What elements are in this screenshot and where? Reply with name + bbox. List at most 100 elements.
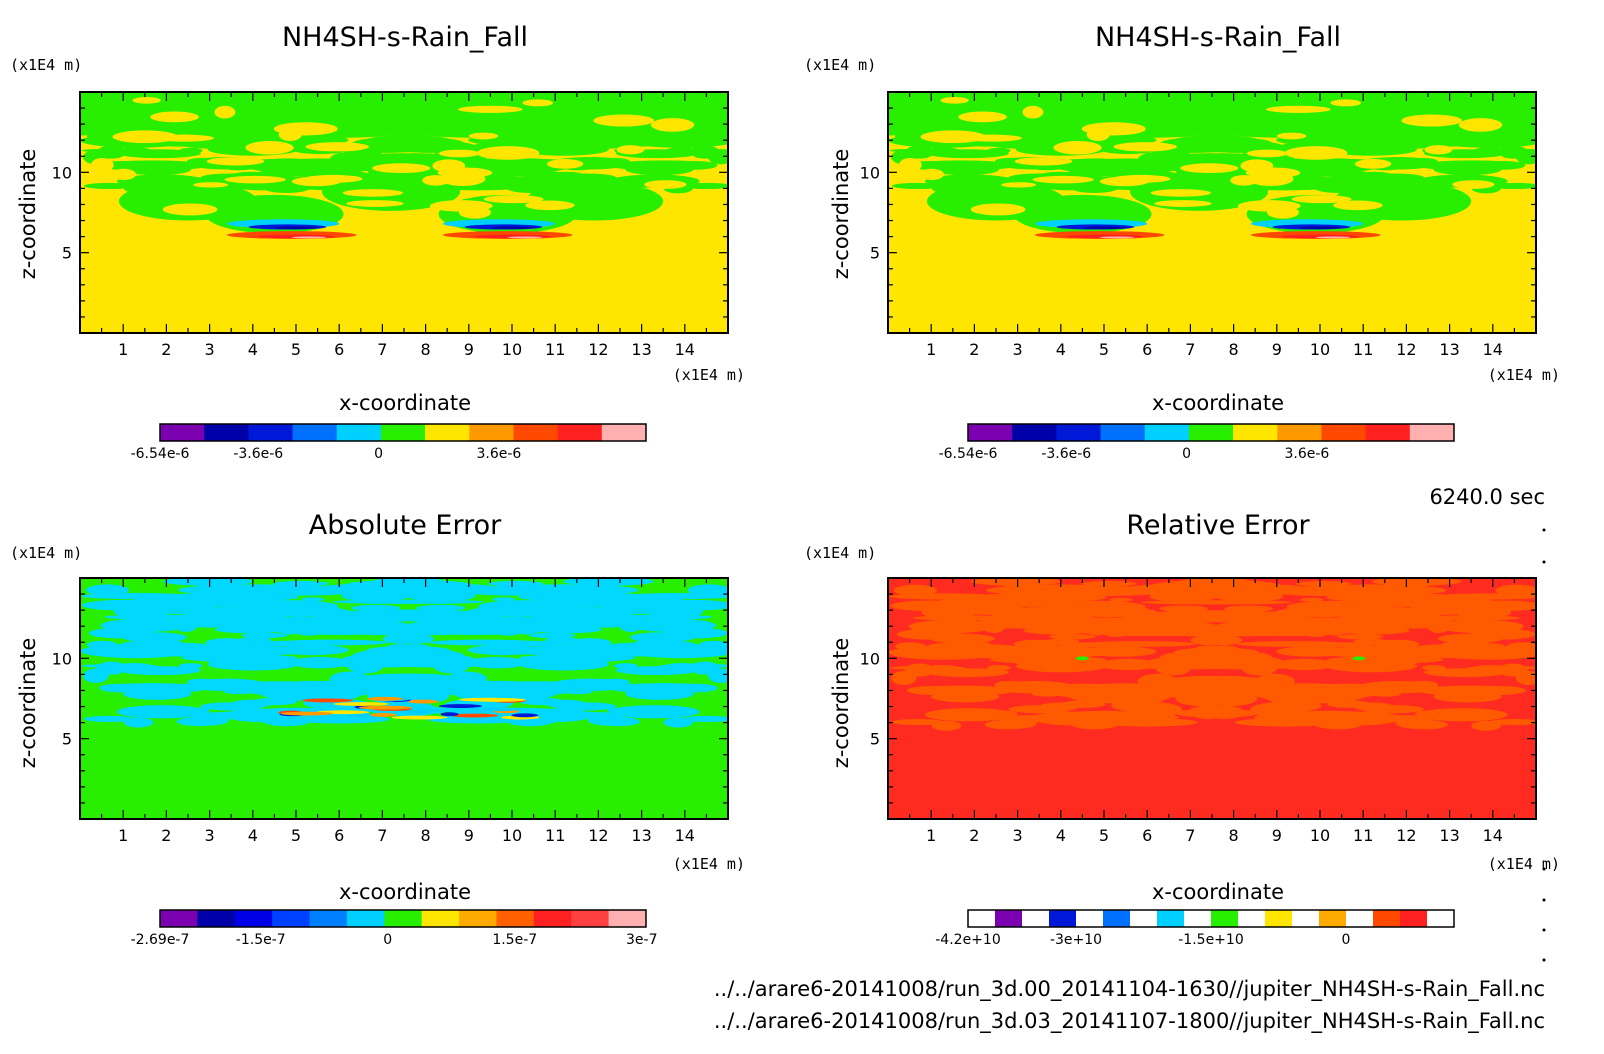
colorbar-tick-label: 3.6e-6: [1285, 446, 1330, 462]
x-tick-label: 13: [1439, 340, 1459, 359]
colorbar-segment: [1238, 910, 1266, 927]
colorbar-segment: [1100, 424, 1146, 441]
x-tick-label: 5: [1099, 340, 1109, 359]
x-tick-label: 4: [1056, 340, 1066, 359]
colorbar-tick-label: -6.54e-6: [939, 446, 998, 462]
x-tick-label: 12: [588, 826, 608, 845]
x-tick-label: 2: [161, 340, 171, 359]
x-tick-label: 11: [545, 340, 565, 359]
x-tick-label: 14: [1483, 340, 1503, 359]
x-tick-label: 12: [1396, 826, 1416, 845]
x-tick-label: 10: [502, 340, 522, 359]
colorbar-segment: [380, 424, 426, 441]
colorbar-tick-label: -1.5e-7: [236, 932, 286, 948]
x-tick-label: 11: [1353, 340, 1373, 359]
colorbar-segment: [1365, 424, 1411, 441]
colorbar-segment: [272, 910, 311, 927]
x-tick-label: 4: [248, 826, 258, 845]
x-axis-label: x-coordinate: [339, 880, 471, 904]
colorbar-segment: [1319, 910, 1347, 927]
colorbar-segment: [425, 424, 470, 441]
colorbar-segment: [421, 910, 460, 927]
colorbar-tick-label: 3.6e-6: [477, 446, 522, 462]
colorbar-segment: [160, 424, 205, 441]
colorbar-segment: [384, 910, 423, 927]
x-tick-label: 6: [334, 340, 344, 359]
colorbar-segment: [248, 424, 294, 441]
panel-bottom-right: Relative Error (x1E4 m) (x1E4 m) x-coord…: [804, 510, 1560, 904]
field-pattern: [80, 578, 728, 728]
plot-title: Absolute Error: [309, 510, 502, 541]
x-tick-label: 3: [1013, 340, 1023, 359]
colorbar-segment: [292, 424, 338, 441]
x-tick-label: 1: [118, 826, 128, 845]
colorbar-segment: [1427, 910, 1455, 927]
colorbar-tick-label: 0: [374, 446, 383, 462]
colorbar-segment: [1184, 910, 1212, 927]
time-label: 6240.0 sec: [1429, 485, 1545, 509]
x-tick-label: 10: [1310, 826, 1330, 845]
colorbar-tick-label: 0: [1342, 932, 1351, 948]
colorbar-tick-label: -4.2e+10: [935, 932, 1000, 948]
field-pattern: [888, 578, 1536, 731]
colorbar-segment: [1103, 910, 1131, 927]
x-tick-label: 7: [377, 340, 387, 359]
colorbar-segment: [160, 910, 198, 927]
colorbar-segment: [1400, 910, 1428, 927]
colorbar: -4.2e+10 -3e+10 -1.5e+10 0: [935, 909, 1455, 948]
x-tick-label: 4: [248, 340, 258, 359]
colorbar-segment: [346, 910, 385, 927]
x-tick-label: 1: [118, 340, 128, 359]
y-tick-label: 5: [870, 244, 880, 263]
x-tick-label: 7: [1185, 826, 1195, 845]
colorbar-segment: [1211, 910, 1239, 927]
y-tick-label: 10: [860, 163, 880, 182]
field-pattern: [888, 92, 1536, 239]
colorbar-tick-label: 0: [1182, 446, 1191, 462]
x-tick-label: 9: [1272, 826, 1282, 845]
y-unit-label: (x1E4 m): [10, 56, 82, 74]
colorbar-segment: [1292, 910, 1320, 927]
y-unit-label: (x1E4 m): [804, 544, 876, 562]
colorbar-tick-label: 1.5e-7: [492, 932, 537, 948]
x-tick-label: 10: [1310, 340, 1330, 359]
x-tick-label: 5: [291, 826, 301, 845]
x-tick-label: 11: [1353, 826, 1373, 845]
x-tick-label: 1: [926, 340, 936, 359]
x-tick-label: 10: [502, 826, 522, 845]
colorbar-tick-label: -6.54e-6: [131, 446, 190, 462]
colorbar-segment: [513, 424, 559, 441]
x-tick-label: 14: [675, 340, 695, 359]
x-tick-label: 6: [1142, 826, 1152, 845]
x-tick-label: 1: [926, 826, 936, 845]
x-unit-label: (x1E4 m): [673, 855, 745, 873]
x-tick-label: 8: [421, 340, 431, 359]
x-tick-label: 2: [969, 340, 979, 359]
colorbar-tick-label: -3.6e-6: [1041, 446, 1091, 462]
x-tick-label: 14: [1483, 826, 1503, 845]
x-tick-label: 12: [1396, 340, 1416, 359]
x-tick-label: 5: [1099, 826, 1109, 845]
colorbar-segment: [1022, 910, 1050, 927]
x-tick-label: 2: [161, 826, 171, 845]
colorbar-segment: [557, 424, 603, 441]
colorbar-segment: [469, 424, 514, 441]
colorbar-segment: [336, 424, 382, 441]
y-axis-label: z-coordinate: [829, 638, 853, 769]
x-unit-label: (x1E4 m): [673, 366, 745, 384]
colorbar: -2.69e-7 -1.5e-7 0 1.5e-7 3e-7: [131, 909, 658, 948]
x-axis-label: x-coordinate: [339, 391, 471, 415]
x-tick-label: 7: [1185, 340, 1195, 359]
colorbar-segment: [459, 910, 497, 927]
y-tick-label: 10: [52, 163, 72, 182]
colorbar-segment: [1409, 424, 1455, 441]
x-tick-label: 12: [588, 340, 608, 359]
file-path-1: ../../arare6-20141008/run_3d.00_20141104…: [714, 977, 1545, 1002]
x-tick-label: 5: [291, 340, 301, 359]
y-tick-label: 10: [52, 649, 72, 668]
colorbar-segment: [1188, 424, 1234, 441]
x-tick-label: 7: [377, 826, 387, 845]
